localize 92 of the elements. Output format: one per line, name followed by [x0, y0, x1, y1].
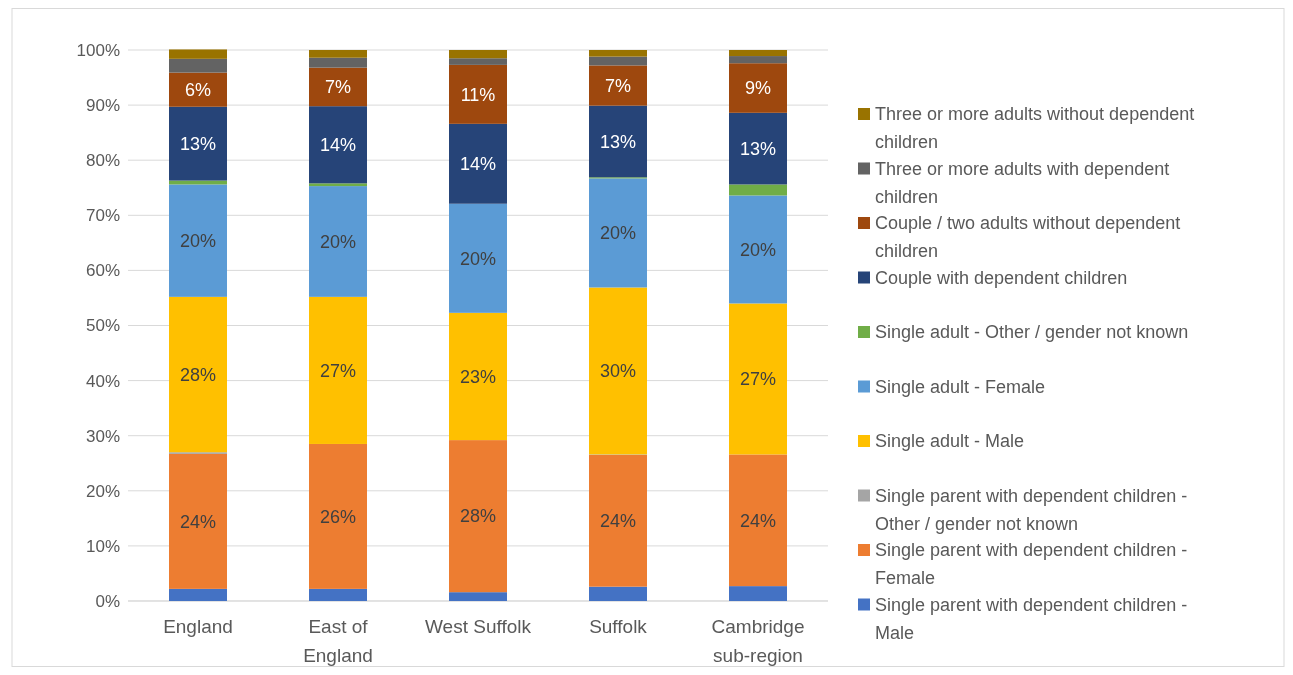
legend-label: Single adult - Male: [875, 431, 1025, 452]
bar: [309, 50, 367, 58]
data-label: 20%: [459, 248, 497, 269]
bar: [449, 440, 507, 593]
data-label: 20%: [319, 231, 357, 252]
data-label: 27%: [319, 360, 357, 381]
legend-label: Single parent with dependent children - Male: [875, 594, 1193, 643]
data-label: 26%: [319, 506, 357, 527]
bar: [729, 195, 787, 304]
y-tick-label: 30%: [85, 426, 120, 446]
legend-label: Single parent with dependent children - Female: [875, 540, 1193, 589]
bar: [729, 63, 787, 113]
bar: [309, 183, 367, 187]
bar: [589, 65, 647, 106]
bar: [169, 453, 227, 589]
data-label: 24%: [599, 511, 637, 532]
bar: [589, 50, 647, 57]
bar: [169, 184, 227, 297]
data-label: 7%: [604, 75, 632, 96]
data-label: 13%: [739, 138, 777, 159]
y-tick-label: 10%: [85, 536, 120, 556]
bar: [309, 296, 367, 444]
data-label: 14%: [319, 135, 357, 156]
y-tick-label: 100%: [76, 40, 120, 60]
bar: [729, 184, 787, 196]
data-label: 11%: [460, 84, 496, 105]
x-tick-label: East of England: [303, 616, 373, 666]
bar: [729, 586, 787, 601]
bar: [309, 67, 367, 107]
bar: [449, 64, 507, 124]
data-label: 13%: [179, 133, 217, 154]
data-label: 7%: [324, 77, 352, 98]
bar: [729, 50, 787, 57]
data-label: 20%: [179, 230, 217, 251]
legend-label: Couple with dependent children: [875, 267, 1128, 288]
bar: [589, 287, 647, 455]
bar: [309, 588, 367, 601]
bar: [729, 454, 787, 587]
bar: [589, 105, 647, 178]
data-label: 24%: [179, 511, 217, 532]
y-tick-label: 70%: [85, 206, 120, 226]
bar: [589, 56, 647, 66]
bar: [729, 303, 787, 455]
bar: [309, 57, 367, 68]
data-label: 30%: [599, 361, 637, 382]
legend-label: Single adult - Other / gender not known: [875, 322, 1189, 343]
bar: [169, 296, 227, 453]
x-tick-label: Suffolk: [589, 616, 648, 637]
y-tick-label: 80%: [85, 151, 120, 171]
data-label: 23%: [459, 366, 497, 387]
data-label: 20%: [599, 223, 637, 244]
data-label: 24%: [739, 510, 777, 531]
bar: [589, 454, 647, 587]
y-tick-label: 60%: [85, 261, 120, 281]
data-label: 28%: [459, 506, 497, 527]
bar: [169, 58, 227, 73]
bar: [449, 123, 507, 204]
bar: [449, 58, 507, 65]
bar: [449, 312, 507, 441]
bar: [589, 586, 647, 601]
bar: [169, 588, 227, 601]
data-label: 20%: [739, 239, 777, 260]
legend-label: Three or more adults with dependent children: [875, 158, 1170, 207]
data-label: 27%: [739, 369, 777, 390]
bar: [309, 106, 367, 184]
x-tick-label: West Suffolk: [425, 616, 532, 637]
data-label: 13%: [599, 131, 637, 152]
legend-label: Single parent with dependent children - Other / gender not known: [875, 485, 1193, 534]
data-label: 14%: [459, 154, 497, 175]
bar: [169, 49, 227, 59]
bar: [449, 592, 507, 601]
y-tick-label: 50%: [85, 316, 120, 336]
bar: [449, 50, 507, 59]
y-tick-label: 0%: [95, 591, 120, 611]
data-label: 6%: [184, 79, 212, 100]
bar: [729, 112, 787, 185]
bar: [309, 443, 367, 589]
bar: [309, 186, 367, 297]
legend-label: Three or more adults without dependent children: [875, 104, 1195, 153]
data-label: 9%: [744, 78, 772, 99]
legend-label: Couple / two adults without dependent children: [875, 213, 1181, 262]
y-tick-label: 40%: [85, 371, 120, 391]
y-tick-label: 20%: [85, 481, 120, 501]
data-label: 28%: [179, 364, 217, 385]
bar: [449, 203, 507, 313]
bar: [729, 56, 787, 64]
legend-label: Single adult - Female: [875, 376, 1046, 397]
bar: [589, 178, 647, 288]
x-tick-label: Cambridge sub-region: [711, 616, 805, 666]
bar: [169, 106, 227, 181]
y-tick-label: 90%: [85, 96, 120, 116]
x-tick-label: England: [163, 616, 233, 637]
